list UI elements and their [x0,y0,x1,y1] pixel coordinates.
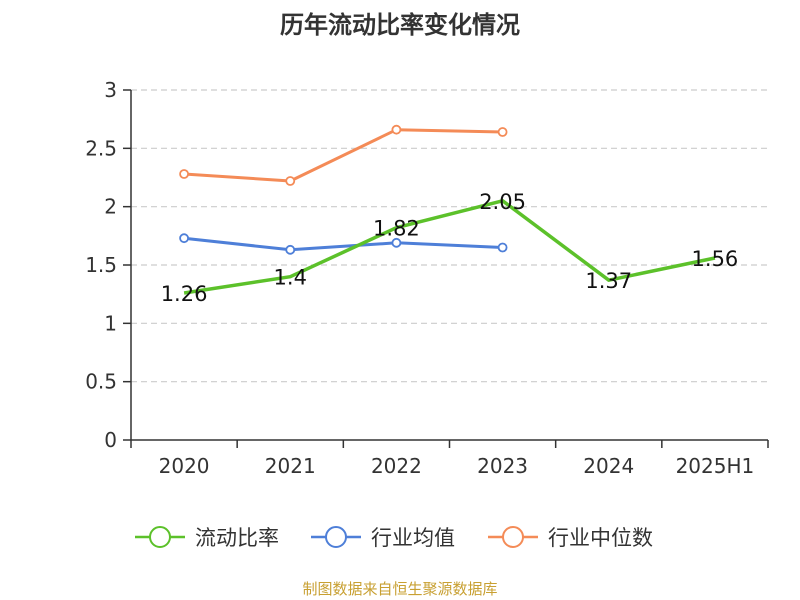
legend-marker-2 [502,526,524,548]
x-tick-label-1: 2021 [265,454,316,478]
axis-layer: 0 0.5 1 1.5 2 2.5 3 2020 2021 2022 2023 2024 2025H1 [85,78,769,478]
y-tick-label-0: 0 [104,428,117,452]
series-2-point-0 [179,169,189,179]
series-1-point-2 [391,237,402,248]
legend: 流动比率 行业均值 行业中位数 [135,526,653,550]
series-1-point-3 [497,242,508,253]
legend-marker-1 [325,526,347,548]
y-tick-label-5: 2.5 [85,136,117,160]
series-2-point-3 [497,127,508,137]
legend-label-2: 行业中位数 [548,526,653,550]
data-label-2: 1.82 [373,217,420,241]
legend-marker-0 [149,526,171,548]
data-label-0: 1.26 [161,282,208,306]
y-tick-label-2: 1 [104,311,117,335]
y-tick-label-4: 2 [104,195,117,219]
series-layer [179,124,716,295]
legend-item-1: 行业均值 [311,526,455,550]
data-label-3: 2.05 [479,190,526,214]
y-tick-label-6: 3 [104,78,117,102]
series-2-point-2 [391,124,402,135]
series-1-point-0 [179,233,189,244]
legend-item-2: 行业中位数 [488,526,653,550]
data-label-5: 1.56 [692,247,739,271]
data-label-4: 1.37 [585,269,632,293]
y-tick-label-1: 0.5 [85,370,117,394]
x-tick-label-3: 2023 [477,454,528,478]
chart-title: 历年流动比率变化情况 [280,11,520,39]
data-label-1: 1.4 [274,266,307,290]
legend-label-0: 流动比率 [195,526,279,550]
x-tick-label-5: 2025H1 [676,454,755,478]
series-line-2 [184,128,503,183]
grid-layer [131,89,768,383]
series-line-0 [183,199,716,295]
x-tick-label-4: 2024 [583,454,634,478]
series-1-point-1 [285,244,296,255]
series-2-point-1 [285,176,296,186]
series-line-1 [183,236,503,252]
x-tick-label-2: 2022 [371,454,422,478]
legend-label-1: 行业均值 [371,526,455,550]
source-note: 制图数据来自恒生聚源数据库 [302,580,497,598]
label-layer: 1.26 1.4 1.82 2.05 1.37 1.56 [161,190,739,306]
x-tick-label-0: 2020 [159,454,210,478]
legend-item-0: 流动比率 [135,526,279,550]
y-tick-label-3: 1.5 [85,253,117,277]
